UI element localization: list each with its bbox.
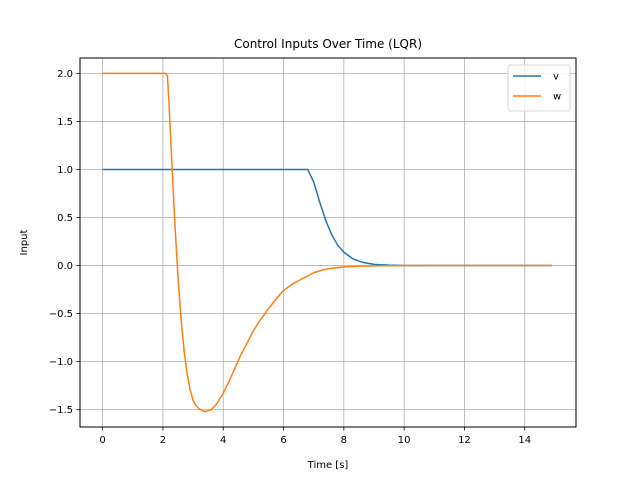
y-tick-label: 1.5 xyxy=(57,117,73,128)
y-tick-label: 1.0 xyxy=(57,165,73,176)
series-layer xyxy=(102,72,552,413)
legend-label-w: w xyxy=(553,92,561,103)
series-line-w xyxy=(102,72,552,413)
y-tick-label: 0.0 xyxy=(57,261,73,272)
legend: vw xyxy=(507,64,571,112)
y-tick-label: 0.5 xyxy=(57,213,73,224)
x-tick-label: 10 xyxy=(398,435,411,446)
legend-box xyxy=(507,64,571,112)
x-tick-label: 4 xyxy=(220,435,226,446)
y-axis-label: Input xyxy=(19,229,30,255)
y-tick-label: 2.0 xyxy=(57,69,73,80)
x-tick-label: 8 xyxy=(341,435,347,446)
legend-label-v: v xyxy=(553,72,559,83)
y-tick-label: −1.0 xyxy=(49,357,73,368)
plot-frame xyxy=(79,57,577,428)
x-axis-label: Time [s] xyxy=(307,460,349,471)
x-tick-label: 6 xyxy=(280,435,286,446)
x-tick-label: 12 xyxy=(458,435,471,446)
chart-title: Control Inputs Over Time (LQR) xyxy=(234,37,422,51)
x-tick-label: 2 xyxy=(160,435,166,446)
y-tick-label: −0.5 xyxy=(49,309,73,320)
y-tick-label: −1.5 xyxy=(49,405,73,416)
x-tick-label: 0 xyxy=(99,435,105,446)
x-tick-label: 14 xyxy=(518,435,531,446)
tick-layer: 0 2 4 6 8 10 12 14 −1.5 −1.0 −0.5 0.0 0.5 1.0 1.5 2.0 xyxy=(49,69,531,446)
grid-layer xyxy=(80,58,576,427)
